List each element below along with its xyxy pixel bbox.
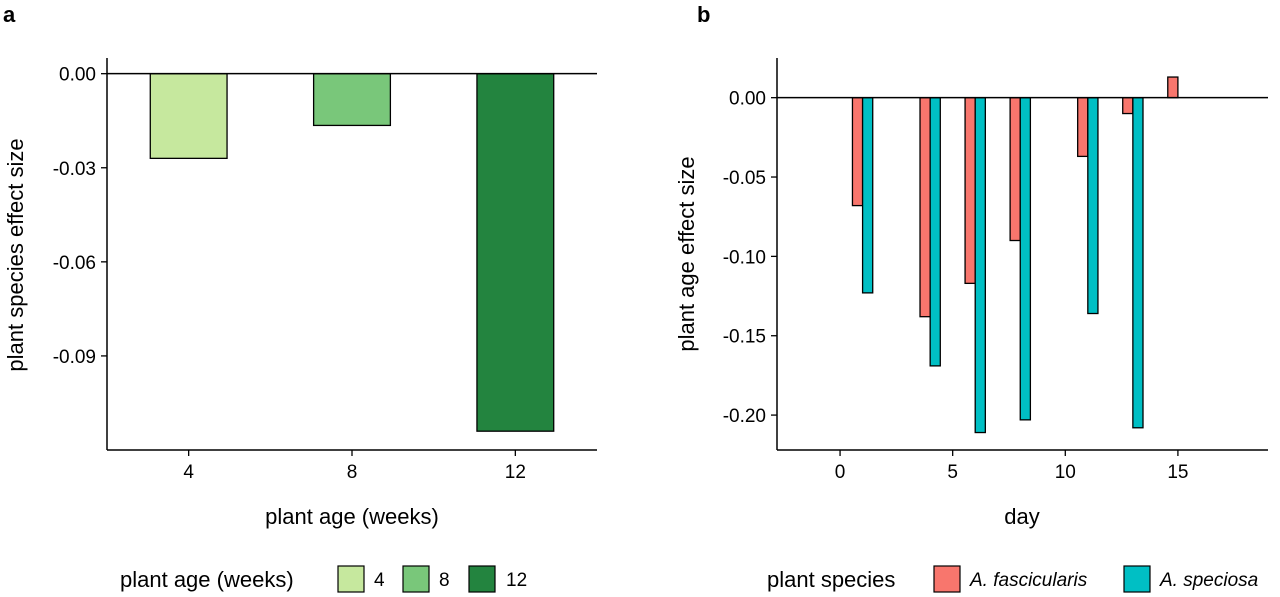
panel-a-y-tick-label: 0.00	[59, 65, 96, 86]
panel-b-x-axis-title: day	[1004, 504, 1039, 529]
panel-b-y-tick-label: -0.20	[723, 406, 766, 427]
panel-a-x-tick-label: 12	[505, 462, 526, 483]
panel-b-y-tick-label: -0.10	[723, 247, 766, 268]
panel-b-legend: plant species A. fascicularis A. specios…	[767, 565, 1258, 593]
legend-swatch-age-4	[337, 565, 365, 593]
panel-b-bars	[851, 76, 1179, 434]
panel-a-y-tick-label: -0.06	[53, 253, 96, 274]
panel-b-x-tick-label: 5	[947, 462, 958, 483]
panel-b-y-tick-label: 0.00	[729, 89, 766, 110]
bar-a-fascicularis-day-1	[851, 97, 864, 207]
bar-a-fascicularis-day-4	[919, 97, 931, 318]
bar-a-fascicularis-day-8	[1009, 97, 1021, 242]
panel-a-x-tick-label: 8	[347, 462, 358, 483]
legend-label-a-fascicularis: A. fascicularis	[969, 570, 1088, 591]
bar-a-speciosa-day-8	[1019, 97, 1032, 421]
panel-a-y-tick-label: -0.09	[53, 347, 96, 368]
legend-label-age-12: 12	[506, 570, 527, 591]
panel-a-x-tick-label: 4	[183, 462, 194, 483]
bar-age-12	[476, 73, 555, 432]
panel-b-y-tick-label: -0.15	[723, 327, 766, 348]
legend-swatch-age-12	[468, 565, 496, 593]
panel-b-x-tick-label: 0	[835, 462, 846, 483]
panel-b-y-ticks: 0.00 -0.05 -0.10 -0.15 -0.20	[723, 89, 777, 427]
bar-age-4	[149, 73, 228, 160]
panel-b: b 0.00 -0.05 -0.10 -0.15 -0.20 0 5 10 15 day pl…	[674, 2, 1268, 593]
panel-b-letter: b	[697, 2, 710, 27]
panel-a-bars	[149, 73, 555, 432]
legend-label-age-4: 4	[374, 570, 385, 591]
bar-a-speciosa-day-13	[1132, 97, 1144, 429]
panel-a-y-axis-title: plant species effect size	[3, 138, 28, 371]
panel-b-x-tick-label: 10	[1055, 462, 1076, 483]
bar-a-fascicularis-day-15	[1167, 76, 1179, 99]
panel-a-y-tick-label: -0.03	[53, 159, 96, 180]
legend-swatch-age-8	[402, 565, 430, 593]
bar-a-speciosa-day-1	[861, 97, 874, 294]
bar-a-speciosa-day-4	[929, 97, 941, 367]
panel-a-x-axis-title: plant age (weeks)	[265, 504, 439, 529]
legend-swatch-a-speciosa	[1123, 565, 1151, 593]
panel-a-letter: a	[3, 2, 16, 27]
legend-label-a-speciosa: A. speciosa	[1159, 570, 1258, 591]
bar-a-fascicularis-day-11	[1077, 97, 1089, 158]
panel-b-y-axis-title: plant age effect size	[674, 156, 699, 351]
panel-b-y-tick-label: -0.05	[723, 168, 766, 189]
panel-a: a 0.00 -0.03 -0.06 -0.09 4 8 12 plant age (we…	[3, 2, 597, 593]
bar-a-speciosa-day-11	[1087, 97, 1099, 315]
panel-b-legend-title: plant species	[767, 567, 895, 592]
panel-a-legend-title: plant age (weeks)	[120, 567, 294, 592]
panel-b-x-ticks: 0 5 10 15	[835, 450, 1188, 483]
legend-swatch-a-fascicularis	[933, 565, 961, 593]
bar-a-fascicularis-day-6	[964, 97, 976, 285]
panel-b-x-tick-label: 15	[1167, 462, 1188, 483]
panel-a-legend: plant age (weeks) 4 8 12	[120, 565, 527, 593]
panel-a-y-ticks: 0.00 -0.03 -0.06 -0.09	[53, 65, 107, 368]
legend-label-age-8: 8	[439, 570, 450, 591]
bar-a-speciosa-day-6	[974, 97, 986, 434]
bar-age-8	[312, 73, 392, 127]
bar-a-fascicularis-day-13	[1122, 97, 1134, 115]
panel-a-x-ticks: 4 8 12	[183, 450, 526, 483]
